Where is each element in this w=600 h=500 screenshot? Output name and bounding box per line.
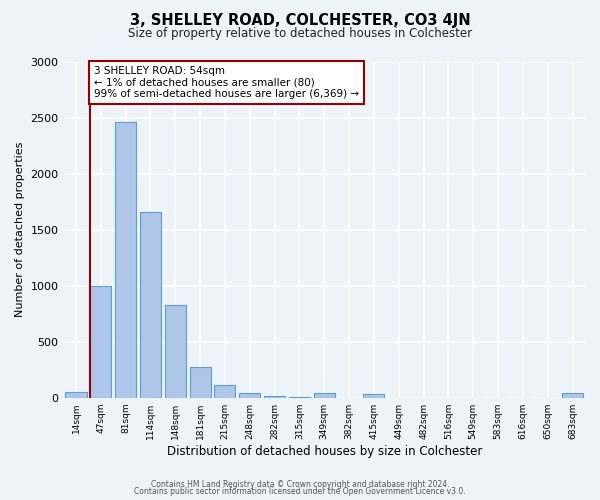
Bar <box>214 385 235 398</box>
Bar <box>90 286 112 398</box>
Text: Contains public sector information licensed under the Open Government Licence v3: Contains public sector information licen… <box>134 487 466 496</box>
Bar <box>239 392 260 398</box>
Bar <box>314 393 335 398</box>
Y-axis label: Number of detached properties: Number of detached properties <box>15 142 25 318</box>
Bar <box>264 396 285 398</box>
Text: Size of property relative to detached houses in Colchester: Size of property relative to detached ho… <box>128 28 472 40</box>
X-axis label: Distribution of detached houses by size in Colchester: Distribution of detached houses by size … <box>167 444 482 458</box>
Bar <box>115 122 136 398</box>
Bar <box>65 392 86 398</box>
Text: 3 SHELLEY ROAD: 54sqm
← 1% of detached houses are smaller (80)
99% of semi-detac: 3 SHELLEY ROAD: 54sqm ← 1% of detached h… <box>94 66 359 99</box>
Bar <box>190 368 211 398</box>
Bar <box>165 304 186 398</box>
Text: Contains HM Land Registry data © Crown copyright and database right 2024.: Contains HM Land Registry data © Crown c… <box>151 480 449 489</box>
Bar <box>140 212 161 398</box>
Bar <box>562 393 583 398</box>
Bar <box>289 397 310 398</box>
Bar <box>364 394 385 398</box>
Text: 3, SHELLEY ROAD, COLCHESTER, CO3 4JN: 3, SHELLEY ROAD, COLCHESTER, CO3 4JN <box>130 12 470 28</box>
